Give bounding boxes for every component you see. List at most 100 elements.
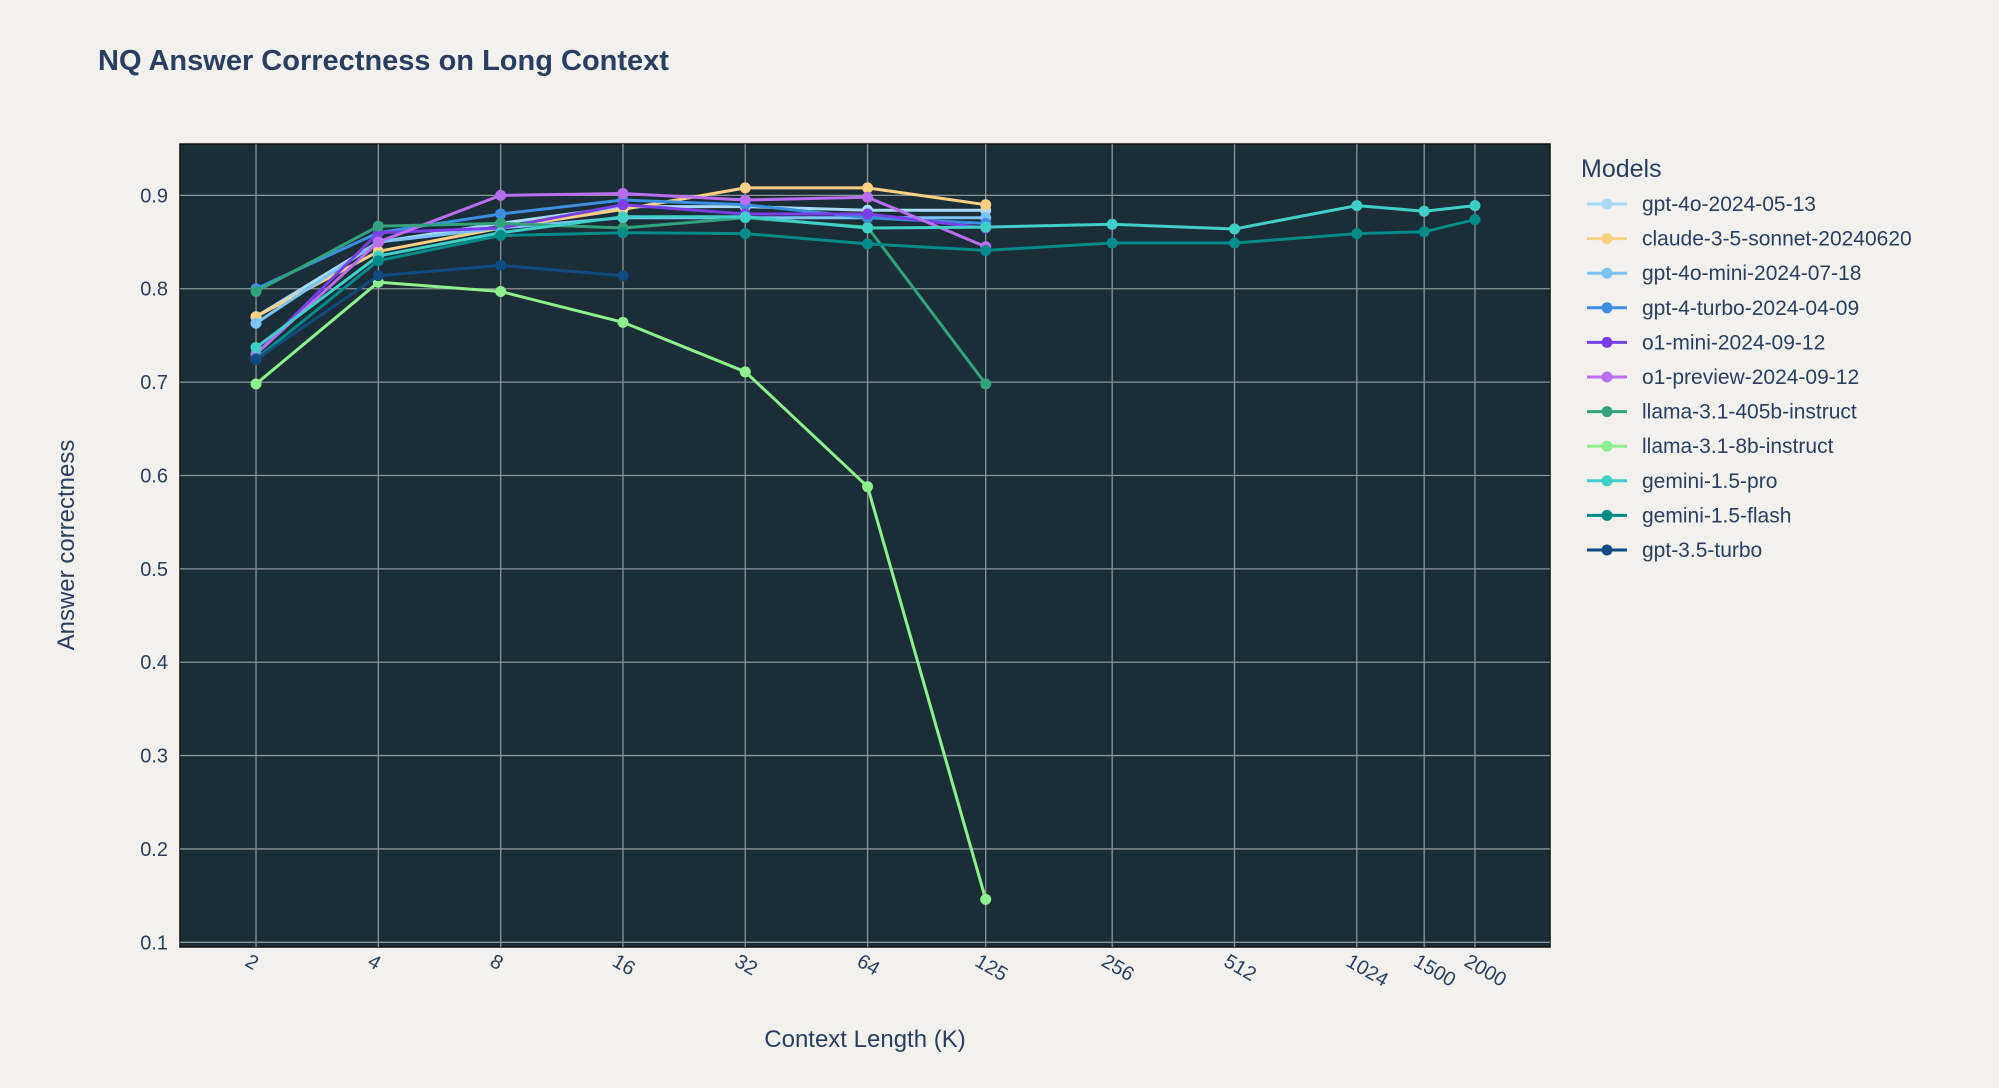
legend-label: claude-3-5-sonnet-20240620 <box>1642 228 1912 251</box>
data-point <box>980 893 992 905</box>
legend-swatch-marker <box>1601 336 1613 348</box>
data-point <box>617 211 629 223</box>
data-point <box>372 255 384 267</box>
data-point <box>862 208 874 220</box>
y-tick-label: 0.9 <box>140 185 168 207</box>
grid <box>180 144 1550 947</box>
data-point <box>1469 200 1481 212</box>
series-gpt-3.5-turbo <box>250 259 629 366</box>
data-point <box>617 270 629 282</box>
data-point <box>739 194 751 206</box>
data-point <box>739 366 751 378</box>
x-tick-label: 2 <box>242 950 263 975</box>
x-tick-label: 16 <box>608 950 638 980</box>
x-tick-label: 2000 <box>1460 950 1510 991</box>
legend-item: gpt-4-turbo-2024-04-09 <box>1587 297 1859 320</box>
data-point <box>372 236 384 248</box>
series-gemini-1.5-flash <box>250 214 1481 365</box>
x-tick-label: 8 <box>486 950 507 975</box>
series-lines <box>250 182 1481 905</box>
legend: Models gpt-4o-2024-05-13 claude-3-5-sonne… <box>1581 155 1912 562</box>
data-point <box>1418 205 1430 217</box>
legend-label: o1-preview-2024-09-12 <box>1642 366 1859 389</box>
data-point <box>862 481 874 493</box>
legend-swatch-marker <box>1601 233 1613 245</box>
y-axis-label: Answer correctness <box>53 440 80 651</box>
data-point <box>372 220 384 232</box>
y-tick-label: 0.6 <box>140 465 168 487</box>
data-point <box>862 222 874 234</box>
legend-item: gemini-1.5-pro <box>1587 470 1777 493</box>
data-point <box>980 221 992 233</box>
y-tick-label: 0.7 <box>140 372 168 394</box>
legend-swatch-marker <box>1601 440 1613 452</box>
legend-item: gemini-1.5-flash <box>1587 504 1791 527</box>
legend-label: gpt-3.5-turbo <box>1642 539 1762 562</box>
legend-label: gpt-4o-2024-05-13 <box>1642 193 1816 216</box>
data-point <box>250 354 262 366</box>
legend-item: gpt-4o-mini-2024-07-18 <box>1587 262 1861 285</box>
x-tick-label: 125 <box>971 950 1011 986</box>
legend-swatch-marker <box>1601 198 1613 210</box>
legend-label: llama-3.1-405b-instruct <box>1642 401 1857 424</box>
data-point <box>1106 237 1118 249</box>
legend-item: llama-3.1-405b-instruct <box>1587 401 1857 424</box>
legend-swatch-marker <box>1601 509 1613 521</box>
y-tick-label: 0.3 <box>140 746 168 768</box>
y-tick-label: 0.2 <box>140 839 168 861</box>
plot-area <box>179 143 1551 948</box>
legend-item: o1-preview-2024-09-12 <box>1587 366 1859 389</box>
y-tick-label: 0.5 <box>140 559 168 581</box>
legend-swatch-marker <box>1601 302 1613 314</box>
legend-label: llama-3.1-8b-instruct <box>1642 435 1834 458</box>
legend-label: gemini-1.5-pro <box>1642 470 1777 493</box>
x-tick-label: 256 <box>1098 950 1138 986</box>
data-point <box>250 317 262 329</box>
data-point <box>495 259 507 271</box>
legend-label: o1-mini-2024-09-12 <box>1642 331 1825 354</box>
x-tick-label: 1024 <box>1342 950 1392 991</box>
legend-label: gemini-1.5-flash <box>1642 504 1791 527</box>
legend-item: llama-3.1-8b-instruct <box>1587 435 1834 458</box>
data-point <box>250 286 262 298</box>
data-point <box>980 378 992 390</box>
data-point <box>1418 226 1430 238</box>
data-point <box>1229 237 1241 249</box>
data-point <box>1469 214 1481 226</box>
data-point <box>617 316 629 328</box>
series-line <box>255 204 1476 349</box>
data-point <box>617 199 629 211</box>
legend-swatch-marker <box>1601 475 1613 487</box>
series-llama-3.1-8b-instruct <box>250 276 992 905</box>
legend-swatch-marker <box>1601 544 1613 556</box>
data-point <box>495 208 507 220</box>
data-point <box>1106 218 1118 230</box>
data-point <box>862 238 874 250</box>
data-point <box>739 228 751 240</box>
x-tick-label: 512 <box>1220 950 1260 986</box>
x-tick-label: 64 <box>853 950 883 980</box>
data-point <box>739 182 751 194</box>
legend-swatch-marker <box>1601 267 1613 279</box>
data-point <box>250 342 262 354</box>
y-tick-label: 0.1 <box>140 932 168 954</box>
data-point <box>495 286 507 298</box>
chart-title: NQ Answer Correctness on Long Context <box>98 45 669 77</box>
y-tick-label: 0.8 <box>140 279 168 301</box>
data-point <box>1351 200 1363 212</box>
data-point <box>250 378 262 390</box>
legend-swatch-marker <box>1601 371 1613 383</box>
series-line <box>255 263 624 361</box>
x-axis-label: Context Length (K) <box>764 1026 965 1053</box>
legend-item: o1-mini-2024-09-12 <box>1587 331 1825 354</box>
data-point <box>495 217 507 229</box>
data-point <box>980 199 992 211</box>
x-tick-label: 1500 <box>1410 950 1460 991</box>
data-point <box>495 230 507 242</box>
series-gemini-1.5-pro <box>250 200 1481 354</box>
legend-title: Models <box>1581 155 1662 183</box>
legend-item: claude-3-5-sonnet-20240620 <box>1587 228 1912 251</box>
data-point <box>1351 228 1363 240</box>
data-point <box>739 211 751 223</box>
